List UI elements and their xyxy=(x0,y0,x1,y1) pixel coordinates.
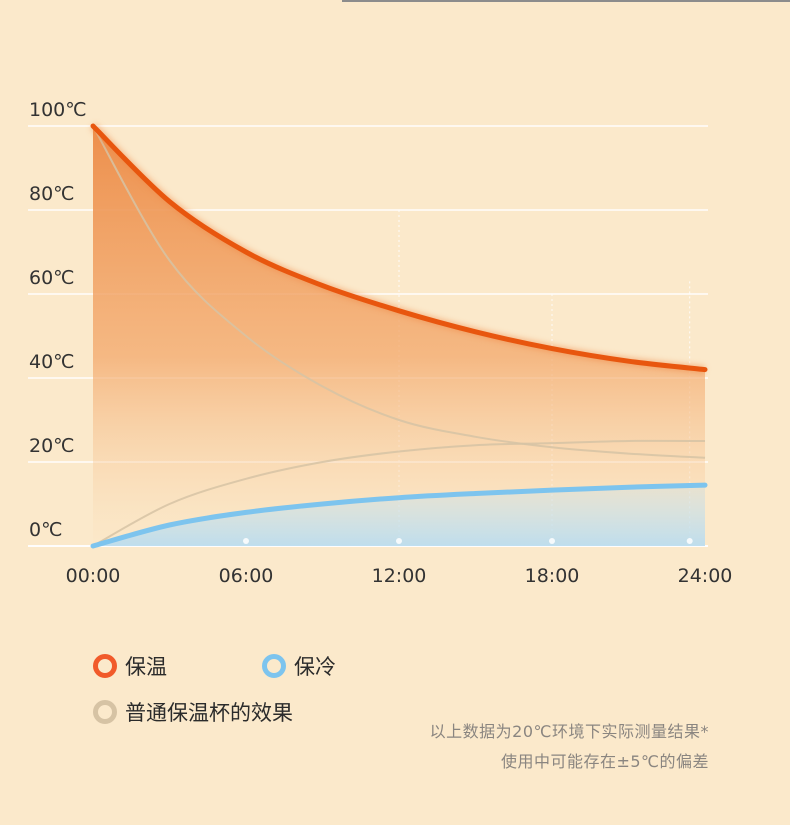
x-tick-label: 06:00 xyxy=(219,565,274,587)
temperature-chart: 0℃ 20℃ 40℃ 60℃ 80℃ 100℃ 00:00 06:00 12:00 18:00 24… xyxy=(28,99,733,587)
footnote-line-2: 使用中可能存在±5℃的偏差 xyxy=(500,752,709,771)
x-tick-label: 00:00 xyxy=(66,565,121,587)
x-tick-label: 12:00 xyxy=(372,565,427,587)
y-tick-label: 40℃ xyxy=(29,351,75,373)
footnote-line-1: 以上数据为20℃环境下实际测量结果* xyxy=(429,722,709,741)
series-normal-rise-line xyxy=(92,439,706,547)
y-tick-label: 20℃ xyxy=(29,435,75,457)
series-normal-line xyxy=(92,125,706,459)
y-tick-label: 60℃ xyxy=(29,267,75,289)
y-tick-label: 100℃ xyxy=(29,99,87,121)
legend-normal-label: 普通保温杯的效果 xyxy=(125,701,293,725)
warm-area xyxy=(93,126,705,546)
legend-cold-label: 保冷 xyxy=(294,655,336,679)
blue-ring-icon xyxy=(262,654,286,678)
y-tick-label: 80℃ xyxy=(29,183,75,205)
baseline-dot xyxy=(549,538,555,544)
baseline-dot xyxy=(686,538,693,544)
orange-ring-icon xyxy=(93,654,117,678)
legend-hot-label: 保温 xyxy=(125,655,167,679)
baseline-dot xyxy=(243,538,249,544)
x-tick-label: 24:00 xyxy=(678,565,733,587)
legend-normal: 普通保温杯的效果 xyxy=(93,697,293,727)
top-divider xyxy=(342,0,790,2)
baseline-dot xyxy=(396,538,402,544)
cold-area xyxy=(93,485,705,546)
beige-ring-icon xyxy=(93,700,117,724)
x-tick-label: 18:00 xyxy=(525,565,580,587)
series-hot-line xyxy=(90,123,708,373)
legend-hot: 保温 xyxy=(93,651,167,681)
legend-cold: 保冷 xyxy=(262,651,336,681)
y-tick-label: 0℃ xyxy=(29,519,62,541)
series-cold-line xyxy=(90,482,708,549)
